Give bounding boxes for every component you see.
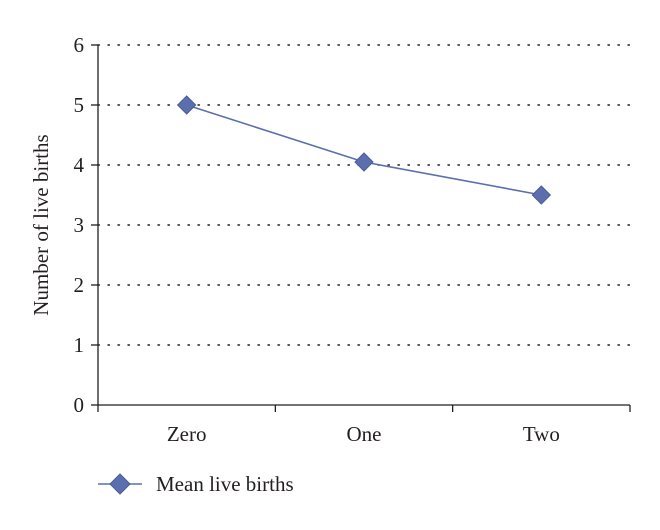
x-tick-label: Two [523, 422, 560, 446]
legend-label: Mean live births [156, 472, 294, 496]
data-point-marker [354, 152, 374, 172]
series-line [186, 104, 542, 196]
x-ticks: Zero One Two [97, 405, 631, 446]
x-tick-label: Zero [167, 422, 207, 446]
y-axis-title: Number of live births [29, 134, 53, 315]
series-layer [176, 95, 552, 205]
legend-marker [109, 473, 131, 495]
legend: Mean live births [98, 472, 294, 496]
x-tick-label: One [347, 422, 382, 446]
y-ticks: 0 1 2 3 4 5 6 [74, 33, 98, 417]
y-tick-label: 1 [74, 333, 85, 357]
y-tick-label: 3 [74, 213, 85, 237]
y-tick-label: 0 [74, 393, 85, 417]
y-tick-label: 6 [74, 33, 85, 57]
y-tick-label: 2 [74, 273, 85, 297]
data-point-marker [176, 95, 197, 115]
data-point-marker [531, 185, 552, 205]
y-tick-label: 4 [74, 153, 85, 177]
y-tick-label: 5 [74, 93, 85, 117]
